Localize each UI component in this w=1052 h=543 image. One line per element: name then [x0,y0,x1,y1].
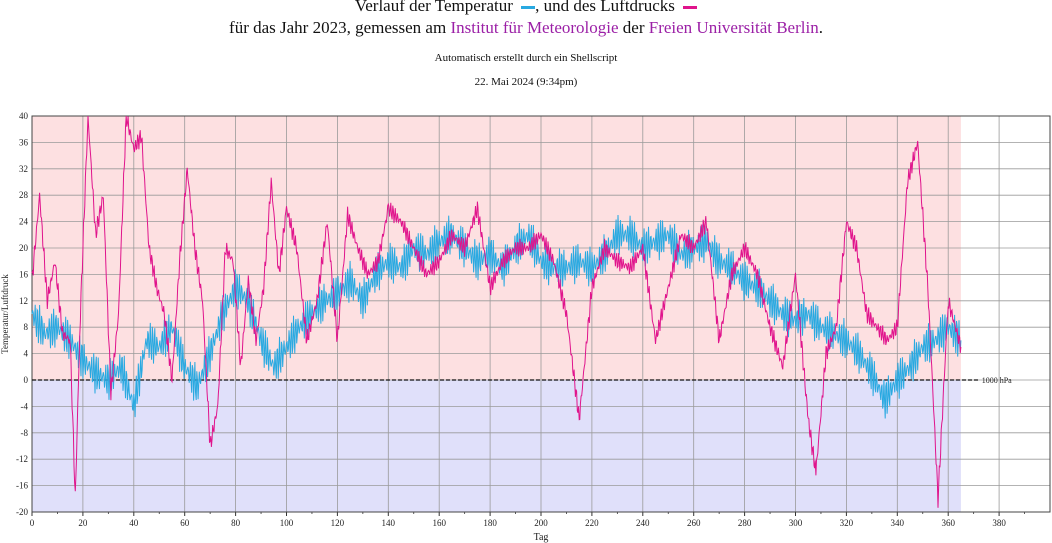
x-tick-label: 340 [891,518,905,528]
y-tick-label: 28 [19,190,29,200]
y-tick-label: 8 [24,322,29,332]
chart-title-line2: für das Jahr 2023, gemessen am Institut … [0,18,1052,38]
y-tick-label: 4 [24,349,29,359]
x-tick-label: 280 [738,518,752,528]
series-line-luftdruck [31,115,962,508]
title-text-1: Verlauf der Temperatur [354,0,513,15]
temperature-legend-swatch [521,5,536,9]
y-tick-label: -20 [16,507,28,517]
y-tick-label: -12 [16,454,28,464]
series-line-temperatur [31,214,962,419]
y-tick-label: 36 [19,137,29,147]
x-tick-label: 360 [941,518,955,528]
x-tick-label: 260 [687,518,701,528]
reference-line-label: 1000 hPa [982,376,1012,385]
x-tick-label: 320 [840,518,854,528]
x-tick-label: 300 [789,518,803,528]
x-tick-label: 80 [231,518,241,528]
x-tick-label: 100 [280,518,294,528]
chart-subtitle: Automatisch erstellt durch ein Shellscri… [434,52,618,64]
chart-date: 22. Mai 2024 (9:34pm) [474,76,578,88]
y-tick-label: 12 [19,296,28,306]
y-tick-label: -16 [16,481,28,491]
university-link[interactable]: Freien Universität Berlin [648,18,819,37]
pressure-legend-swatch [683,5,698,9]
y-tick-label: 40 [19,111,29,121]
chart-title-line1: Verlauf der Temperatur , und des Luftdru… [0,0,1052,16]
title-text-4: der [622,18,645,37]
x-tick-label: 60 [180,518,190,528]
title-text-5: . [818,18,823,37]
title-text-2: , und des Luftdrucks [535,0,675,15]
x-tick-label: 380 [992,518,1006,528]
x-axis-label: Tag [534,532,549,543]
y-tick-label: 16 [19,269,29,279]
negative-region [32,380,961,512]
x-tick-label: 180 [483,518,497,528]
x-tick-label: 200 [534,518,548,528]
y-tick-label: 32 [19,164,28,174]
x-tick-label: 240 [636,518,650,528]
y-tick-label: -8 [21,428,29,438]
y-tick-label: 0 [24,375,29,385]
x-tick-label: 140 [382,518,396,528]
x-tick-label: 120 [331,518,345,528]
y-tick-label: -4 [21,401,29,411]
x-tick-label: 0 [30,518,35,528]
x-tick-label: 160 [432,518,446,528]
title-text-3: für das Jahr 2023, gemessen am [229,18,447,37]
y-tick-label: 24 [19,217,29,227]
y-axis-label: Temperatur/Luftdruck [0,274,10,354]
y-tick-label: 20 [19,243,29,253]
x-tick-label: 20 [78,518,88,528]
x-tick-label: 220 [585,518,599,528]
institute-link[interactable]: Institut für Meteorologie [450,18,619,37]
x-tick-label: 40 [129,518,139,528]
